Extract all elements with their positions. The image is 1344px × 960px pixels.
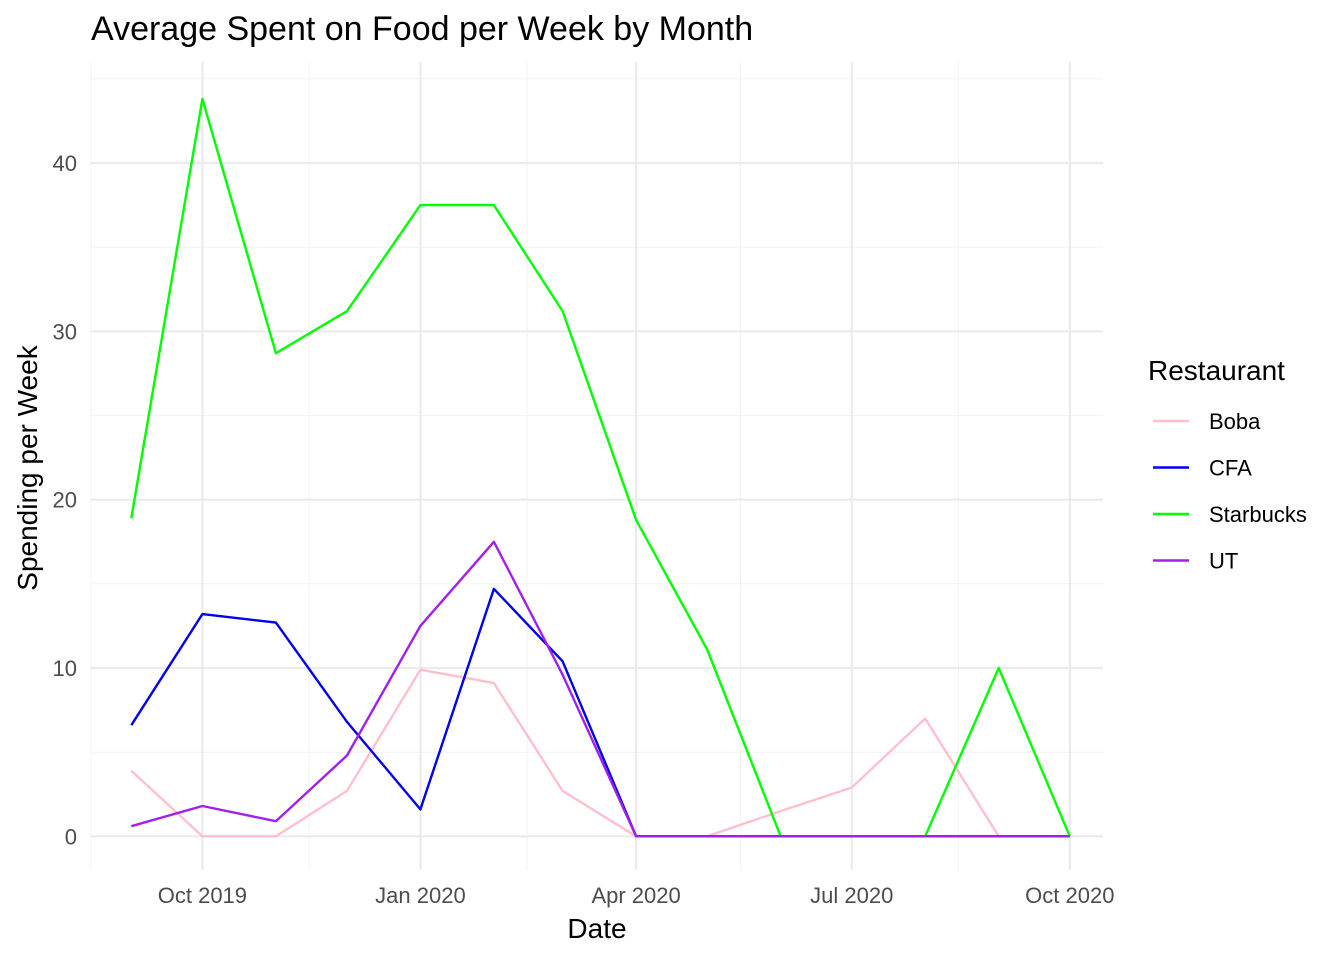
chart-title: Average Spent on Food per Week by Month [91, 10, 753, 48]
y-tick-label: 10 [53, 656, 77, 681]
legend-label-starbucks: Starbucks [1209, 502, 1307, 527]
x-tick-label: Jul 2020 [810, 883, 893, 908]
x-tick-label: Apr 2020 [591, 883, 680, 908]
legend-label-boba: Boba [1209, 409, 1261, 434]
legend: Restaurant Boba CFA Starbucks UT [1148, 355, 1307, 574]
y-tick-label: 0 [65, 824, 77, 849]
x-tick-label: Oct 2019 [158, 883, 247, 908]
x-axis-title: Date [567, 913, 626, 944]
legend-label-cfa: CFA [1209, 456, 1252, 481]
y-axis-title: Spending per Week [12, 344, 43, 590]
legend-label-ut: UT [1209, 549, 1238, 574]
x-tick-label: Jan 2020 [375, 883, 466, 908]
y-tick-label: 20 [53, 488, 77, 513]
y-tick-label: 30 [53, 319, 77, 344]
legend-title: Restaurant [1148, 355, 1285, 386]
y-axis-ticks: 0 10 20 30 40 [53, 151, 77, 849]
x-axis-ticks: Oct 2019 Jan 2020 Apr 2020 Jul 2020 Oct 2020 [158, 883, 1115, 908]
series-line-ut [130, 540, 1070, 838]
series-line-cfa [130, 587, 1070, 838]
series-line-boba [130, 668, 1070, 838]
series-lines [130, 97, 1071, 838]
y-tick-label: 40 [53, 151, 77, 176]
x-tick-label: Oct 2020 [1025, 883, 1114, 908]
